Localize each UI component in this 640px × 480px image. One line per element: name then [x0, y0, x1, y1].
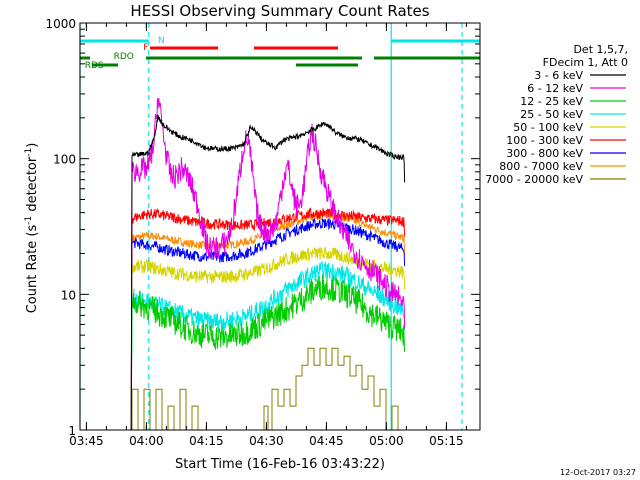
- series-line-3-6keV: [130, 114, 406, 431]
- y-axis-label-mid: detector: [25, 156, 40, 216]
- y-tick-label-1: 10: [61, 288, 76, 302]
- legend-label-7: 800 - 7000 keV: [499, 160, 583, 173]
- legend-header-line2: FDecim 1, Att 0: [543, 56, 628, 69]
- footer-timestamp: 12-Oct-2017 03:27: [560, 468, 636, 477]
- x-tick-label-5: 05:00: [369, 434, 404, 448]
- x-tick-label-0: 03:45: [69, 434, 104, 448]
- y-axis-label-main: Count Rate (s: [25, 225, 40, 314]
- legend-header-line1: Det 1,5,7,: [573, 43, 628, 56]
- x-tick-label-2: 04:15: [189, 434, 224, 448]
- flag-label-F: F: [143, 43, 148, 53]
- y-axis-label-exp2: -1: [24, 148, 34, 157]
- x-tick-label-1: 04:00: [129, 434, 164, 448]
- series-line-100-300keV: [130, 206, 406, 431]
- flag-label-N: N: [158, 36, 165, 46]
- y-axis-label-exp1: -1: [24, 216, 34, 225]
- series-line-12-25keV: [130, 274, 406, 431]
- series-line-50-100keV: [130, 246, 406, 431]
- legend-label-4: 50 - 100 keV: [513, 121, 583, 134]
- series-line-7000-20000keV: [131, 347, 405, 431]
- legend-label-2: 12 - 25 keV: [520, 95, 583, 108]
- x-axis-label: Start Time (16-Feb-16 03:43:22): [175, 457, 385, 472]
- y-tick-label-2: 100: [53, 153, 76, 167]
- series-line-6-12keV: [130, 98, 406, 431]
- flag-label-RDS: RDS: [85, 61, 104, 71]
- x-tick-label-4: 04:45: [309, 434, 344, 448]
- legend-label-1: 6 - 12 keV: [527, 82, 583, 95]
- y-axis-label: Count Rate (s-1 detector-1): [24, 143, 40, 314]
- legend-label-0: 3 - 6 keV: [534, 69, 583, 82]
- y-tick-label-3: 1000: [45, 17, 76, 31]
- plot-frame: [79, 22, 481, 431]
- legend-label-6: 300 - 800 keV: [506, 147, 583, 160]
- x-tick-label-6: 05:15: [429, 434, 464, 448]
- y-axis-label-end: ): [25, 143, 40, 148]
- legend-label-3: 25 - 50 keV: [520, 108, 583, 121]
- flag-label-RDO: RDO: [114, 52, 134, 62]
- y-tick-label-0: 1: [68, 424, 76, 438]
- x-tick-label-3: 04:30: [249, 434, 284, 448]
- chart-title: HESSI Observing Summary Count Rates: [130, 2, 429, 20]
- legend-label-5: 100 - 300 keV: [506, 134, 583, 147]
- legend-label-8: 7000 - 20000 keV: [485, 173, 583, 186]
- plot-area: NF RDO RDS 03:45 04:00 04:15 04:30 04:45 05:00 05…: [45, 17, 481, 448]
